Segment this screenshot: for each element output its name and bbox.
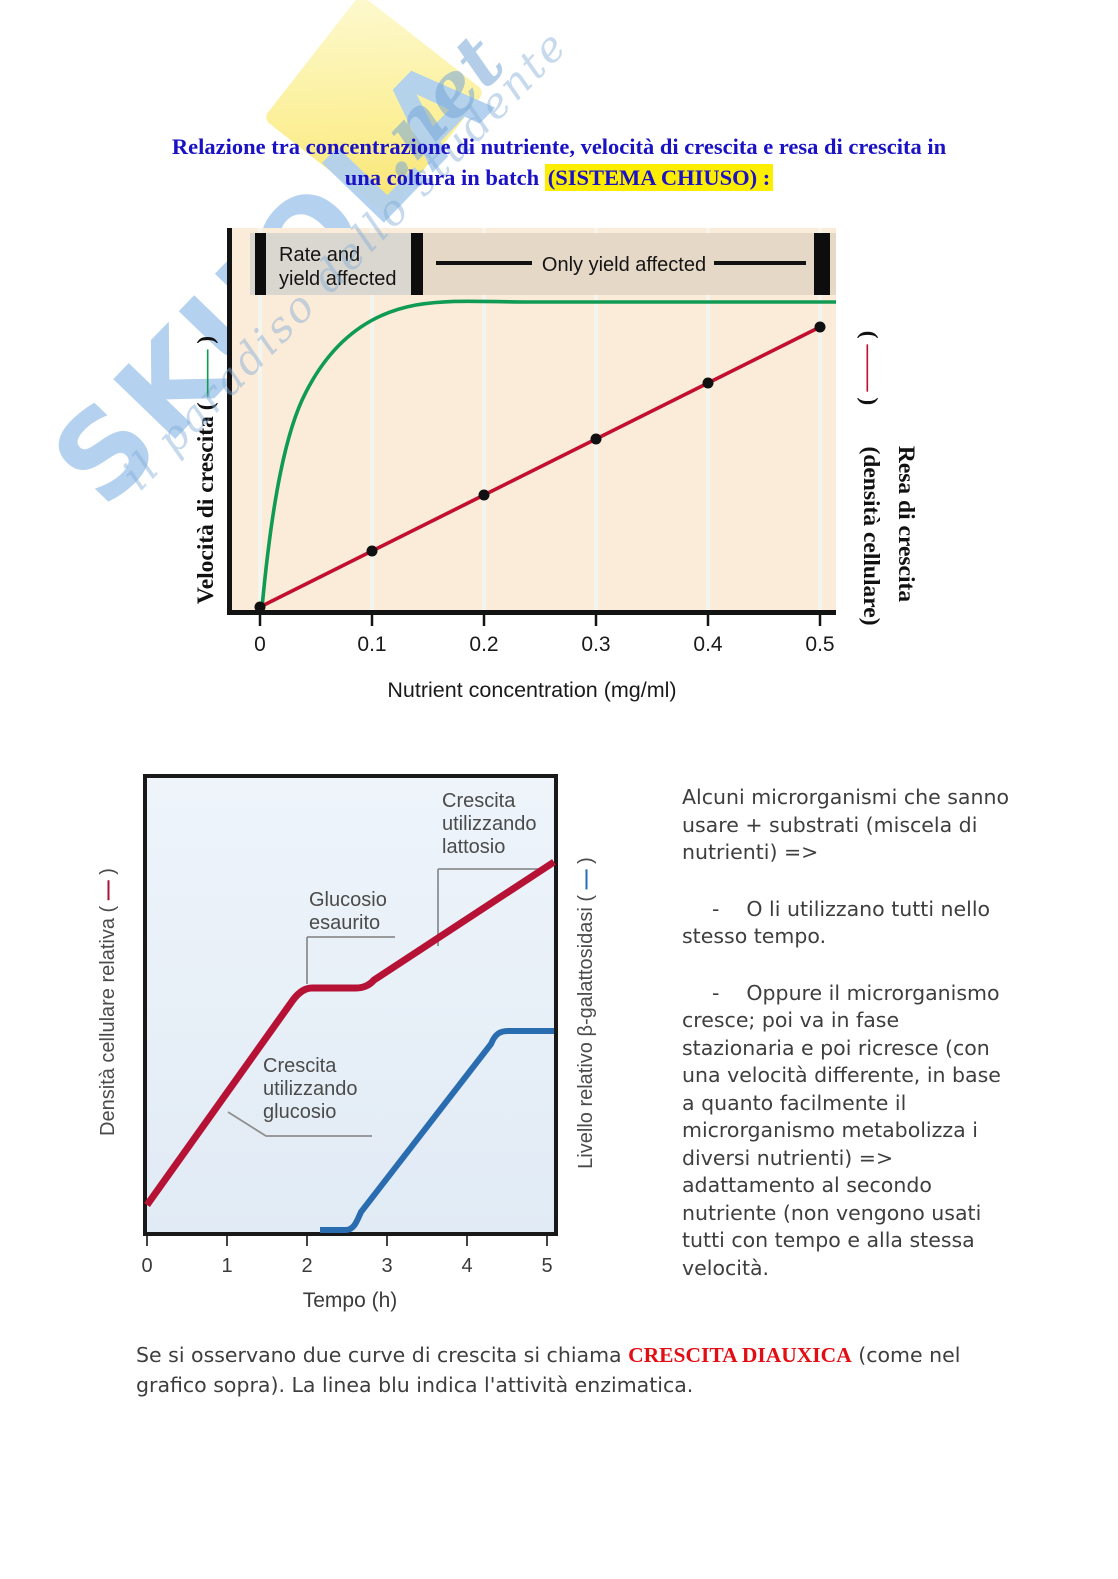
paren: ( [193,397,219,411]
footer-pre-text: Se si osservano due curve di crescita si… [136,1343,629,1367]
band-label-rate-line1: Rate and [279,244,360,266]
data-point [702,377,714,389]
footer-keyword: CRESCITA DIAUXICA [628,1343,852,1367]
label-esaurito-line2: esaurito [309,912,380,934]
label-lattosio-line2: utilizzando [442,813,537,835]
x-tick-label: 5 [541,1255,552,1277]
x-tick-label: 0.1 [357,633,386,656]
x-tick-label: 4 [461,1255,472,1277]
page-title: Relazione tra concentrazione di nutrient… [0,131,1118,193]
paren: ) [193,336,219,350]
chart2-right-axis-title: Livello relativo β-galattosidasi ( — ) [575,857,597,1169]
data-point [254,601,266,613]
right-axis-text: Livello relativo β-galattosidasi [575,902,597,1169]
notes-column: Alcuni microrganismi che sanno usare + s… [682,784,1012,1311]
label-lattosio-line3: lattosio [442,836,505,858]
bullet-dash: - [712,980,720,1005]
chart2-x-ticks [146,1236,548,1246]
chart2-x-tick-labels: 0 1 2 3 4 5 [141,1255,552,1277]
x-tick-label: 1 [221,1255,232,1277]
chart1-right-axis-title-line2: (densità cellulare) [858,446,884,625]
page-title-line2-plain: una coltura in batch [344,165,545,190]
left-axis-text: Velocità di crescita [193,410,219,604]
label-esaurito-line1: Glucosio [309,889,387,911]
paren: ) [856,392,882,406]
paren: ( [575,889,597,901]
chart2-plot-area [143,774,558,1236]
galactosidase-curve [320,1028,554,1233]
paren: ( [856,331,882,345]
chart1-x-tick-labels: 0 0.1 0.2 0.3 0.4 0.5 [254,633,834,656]
chart1-left-axis-title: Velocità di crescita ( —— ) [193,336,219,604]
label-glucosio-line2: utilizzando [263,1078,358,1100]
bullet-dash: - [712,896,720,921]
band-label-only-yield: Only yield affected [542,254,706,276]
page-title-highlight: (SISTEMA CHIUSO) : [544,164,774,191]
x-tick-label: 0.4 [693,633,723,656]
bullet-text: O li utilizzano tutti nello stesso tempo… [682,896,991,949]
chart1-x-axis [227,610,836,615]
nutrient-chart: Rate and yield affected Only yield affec… [193,228,919,702]
data-point [590,433,602,445]
chart1-y-axis [227,228,232,615]
diauxic-growth-figure: Crescita utilizzando lattosio Glucosio e… [70,755,630,1325]
page-title-line2: una coltura in batch (SISTEMA CHIUSO) : [0,162,1118,193]
x-tick-label: 0.5 [805,633,834,656]
chart1-x-ticks [258,615,822,626]
x-tick-label: 0 [254,633,266,656]
chart1-band-bars [255,233,830,295]
growth-rate-curve [260,299,836,609]
paren: ) [97,868,119,880]
label-glucosio-line3: glucosio [263,1101,336,1123]
paren: ) [575,857,597,869]
notes-bullet-2: - Oppure il microrganismo cresce; poi va … [682,980,1012,1283]
data-point [478,489,490,501]
chart1-right-axis-key: ( —— ) [856,331,882,405]
chart1-band-left [250,233,417,295]
x-tick-label: 2 [301,1255,312,1277]
band-label-rate-line2: yield affected [279,268,397,290]
growth-yield-line [259,325,821,609]
x-tick-label: 0.2 [469,633,498,656]
blue-line-key: — [575,869,597,889]
data-point [366,545,378,557]
bullet-text: Oppure il microrganismo cresce; poi va i… [682,980,1001,1280]
green-line-key: —— [193,349,219,398]
nutrient-concentration-figure: Rate and yield affected Only yield affec… [140,205,970,735]
chart2-x-axis-title: Tempo (h) [303,1289,398,1312]
page-title-line1: Relazione tra concentrazione di nutrient… [171,134,947,159]
red-line-key: —— [856,344,882,393]
diauxic-chart: Crescita utilizzando lattosio Glucosio e… [97,774,597,1312]
label-glucosio-line1: Crescita [263,1055,337,1077]
left-axis-text: Densità cellulare relativa [97,913,119,1136]
paren: ( [97,900,119,912]
footer-post-text: (come nel grafico sopra). La linea blu i… [136,1343,961,1397]
data-point [814,321,826,333]
notes-intro: Alcuni microrganismi che sanno usare + s… [682,785,1009,864]
x-tick-label: 0.3 [581,633,610,656]
x-tick-label: 3 [381,1255,392,1277]
x-tick-label: 0 [141,1255,152,1277]
notes-bullet-1: -O li utilizzano tutti nello stesso temp… [682,896,1012,951]
footer-paragraph: Se si osservano due curve di crescita si… [136,1340,1036,1400]
chart2-left-axis-title: Densità cellulare relativa ( — ) [97,868,119,1136]
label-lattosio-line1: Crescita [442,790,516,812]
red-line-key: — [97,880,119,900]
chart2-callout-lines [227,868,540,1137]
chart1-x-axis-title: Nutrient concentration (mg/ml) [387,678,676,702]
chart1-right-axis-title-line1: Resa di crescita [893,446,919,602]
growth-yield-points [254,321,826,613]
cell-density-curve [144,859,556,1208]
